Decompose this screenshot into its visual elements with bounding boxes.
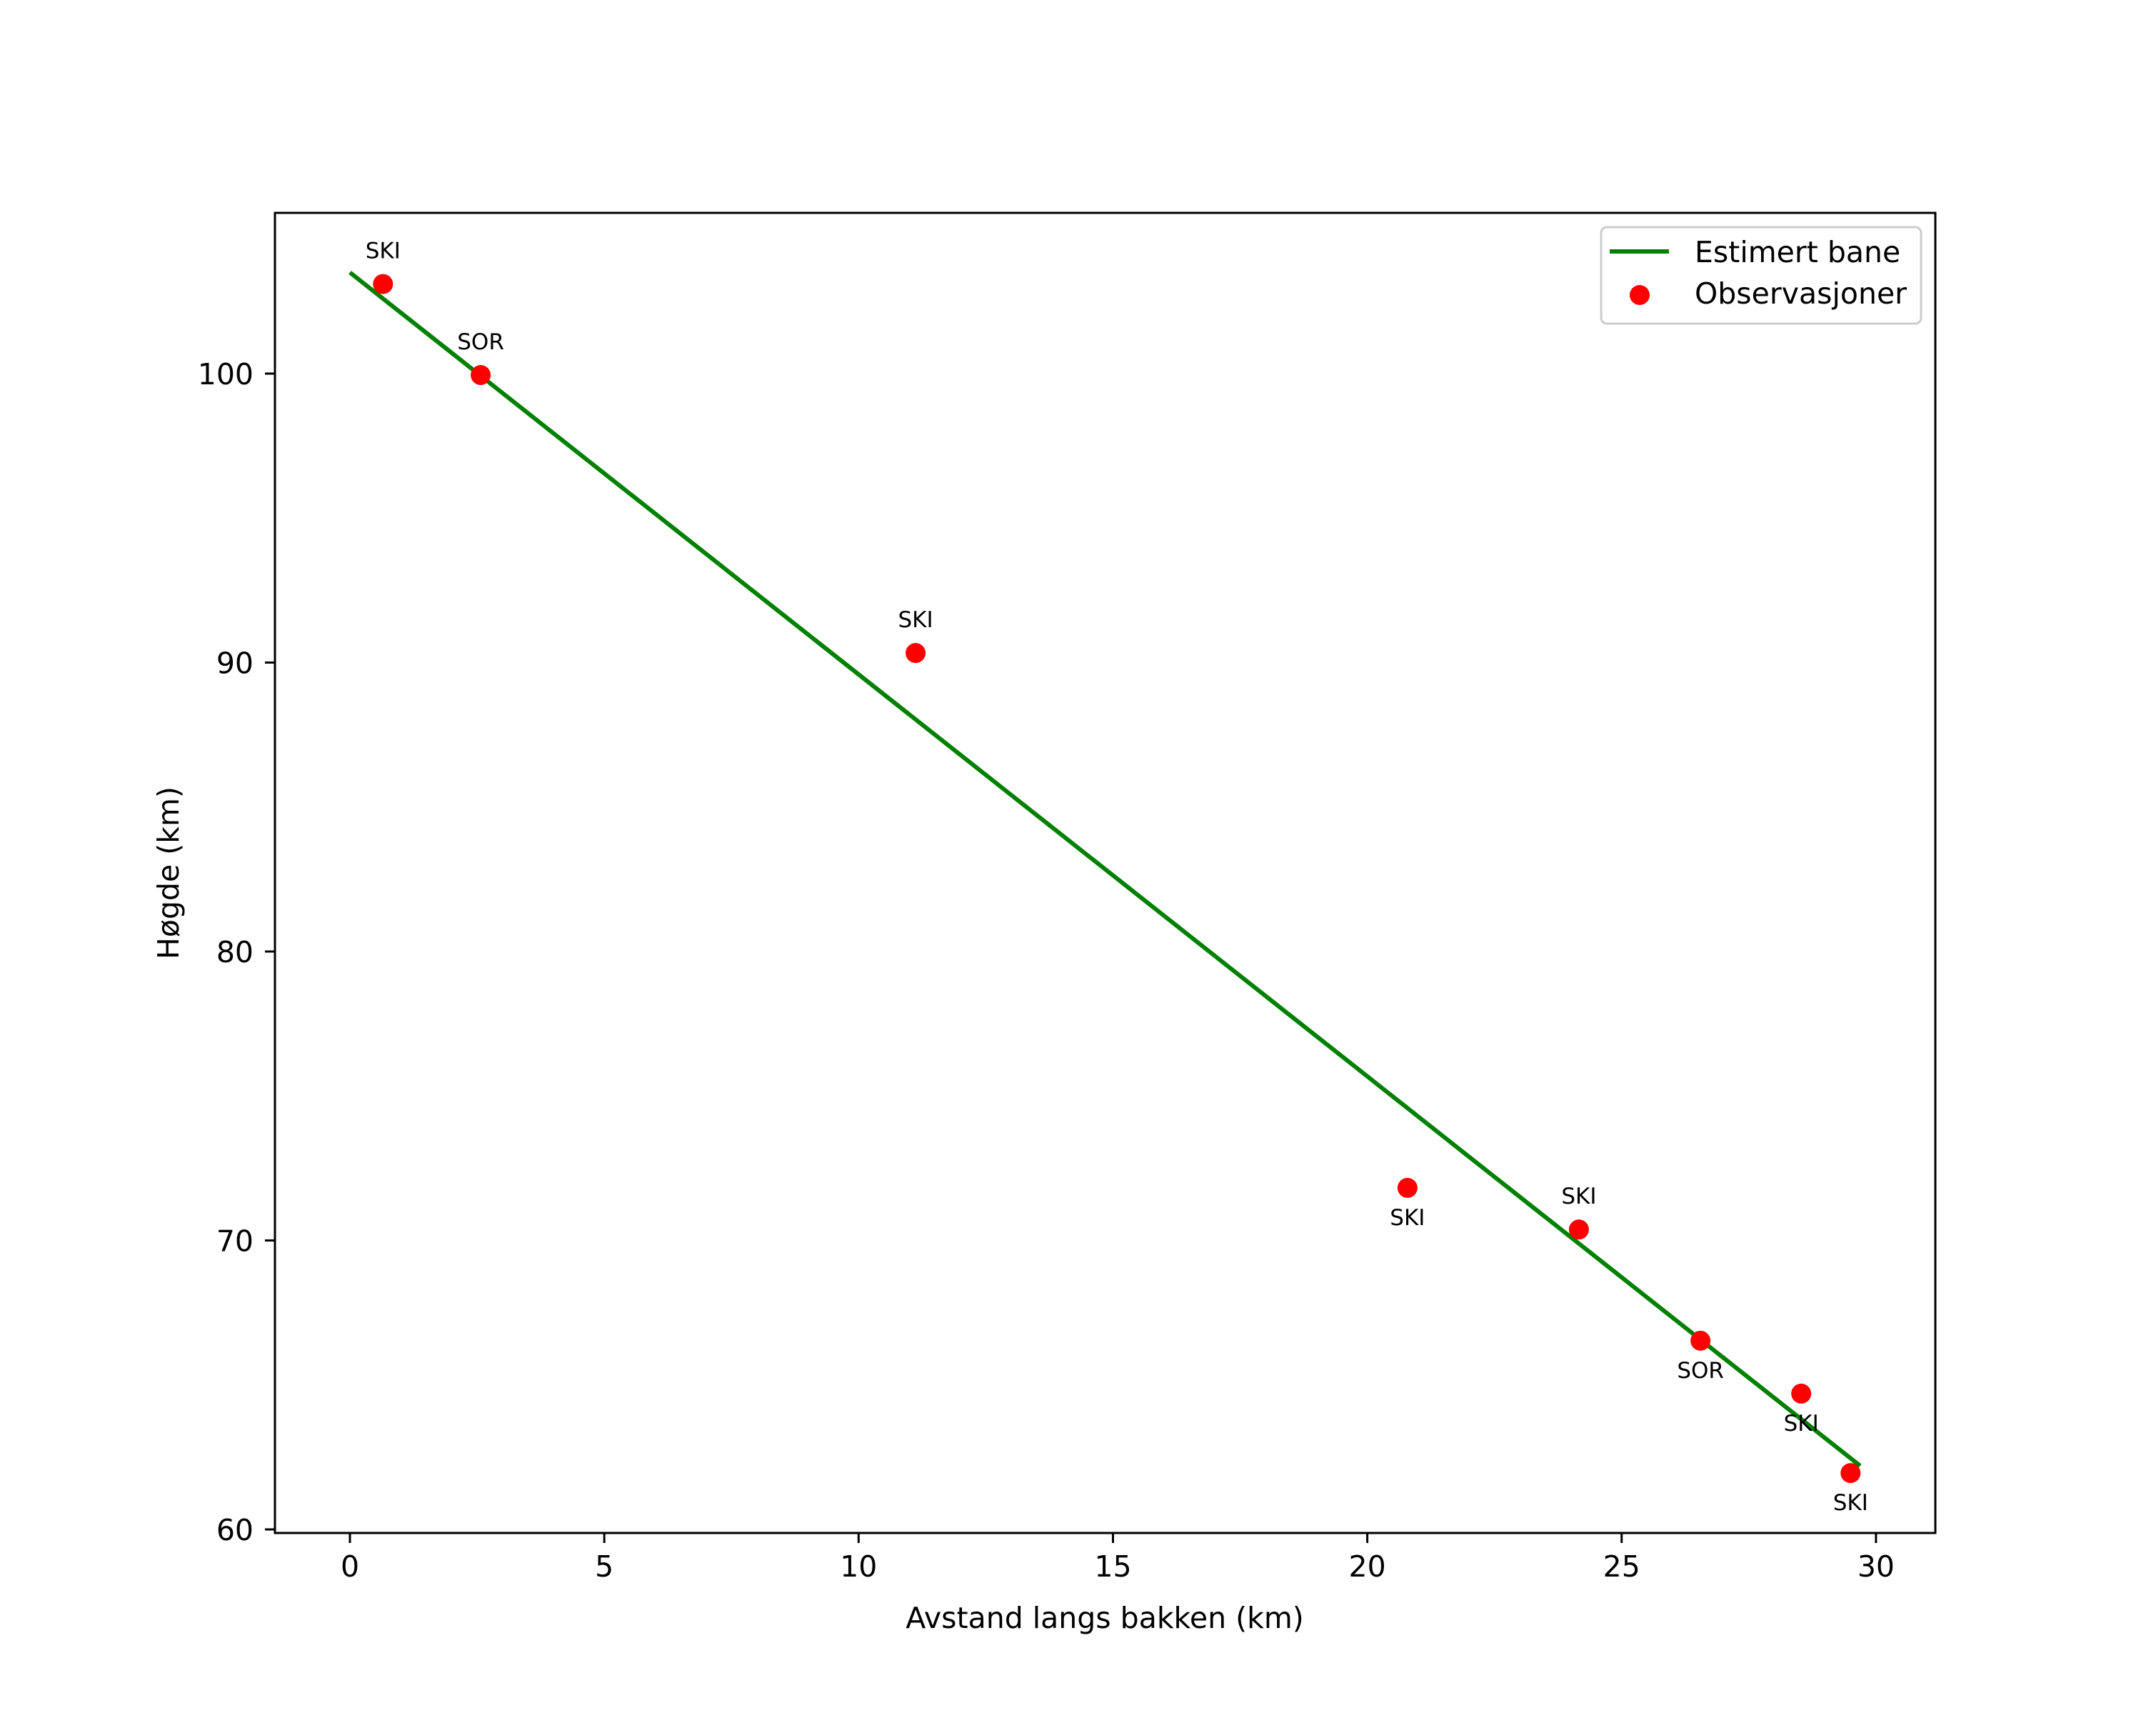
y-tick-label: 90 <box>216 646 254 681</box>
x-tick-label: 5 <box>595 1549 613 1584</box>
observation-marker <box>1397 1177 1418 1198</box>
observation-marker <box>1840 1463 1861 1484</box>
series-layer <box>349 271 1862 1484</box>
legend: Estimert bane Observasjoner <box>1600 226 1922 325</box>
observation-station-label: SKI <box>1784 1411 1819 1437</box>
legend-marker-swatch-icon <box>1630 285 1650 305</box>
observation-marker <box>1791 1383 1812 1404</box>
y-tick-label: 80 <box>216 935 254 969</box>
y-tick-label: 60 <box>216 1513 254 1547</box>
x-axis-label: Avstand langs bakken (km) <box>906 1601 1304 1635</box>
observation-station-label: SKI <box>1833 1490 1868 1516</box>
x-axis-ticks: 0 5 10 15 20 25 30 <box>341 1533 1895 1584</box>
x-tick-label: 10 <box>840 1549 877 1584</box>
x-tick-label: 30 <box>1857 1549 1895 1584</box>
x-tick-label: 25 <box>1603 1549 1640 1584</box>
observation-station-label: SOR <box>457 329 504 355</box>
observation-station-label: SKI <box>366 239 401 264</box>
axes-frame <box>274 211 1937 1534</box>
x-tick-label: 0 <box>341 1549 359 1584</box>
observation-marker <box>1568 1219 1589 1240</box>
legend-label-estimert-bane: Estimert bane <box>1695 235 1900 269</box>
x-tick-label: 15 <box>1094 1549 1131 1584</box>
y-tick-label: 70 <box>216 1224 254 1259</box>
y-axis-ticks: 60 70 80 90 100 <box>198 357 275 1547</box>
observation-station-label: SKI <box>1390 1205 1425 1231</box>
observation-station-label: SKI <box>898 607 933 633</box>
annotation-layer: SKI SOR SKI SKI SKI SOR SKI SKI <box>366 239 1868 1517</box>
y-tick-label: 100 <box>198 357 254 391</box>
observation-station-label: SKI <box>1561 1184 1596 1209</box>
y-axis-label: Høgde (km) <box>151 786 186 959</box>
x-tick-label: 20 <box>1349 1549 1386 1584</box>
estimated-trajectory-line <box>349 271 1862 1468</box>
observation-marker <box>471 365 491 386</box>
observation-marker <box>373 274 393 294</box>
observation-marker <box>906 643 926 664</box>
legend-label-observasjoner: Observasjoner <box>1695 276 1907 311</box>
observation-marker <box>1690 1330 1711 1351</box>
legend-box <box>1600 226 1922 325</box>
observation-station-label: SOR <box>1677 1358 1724 1384</box>
